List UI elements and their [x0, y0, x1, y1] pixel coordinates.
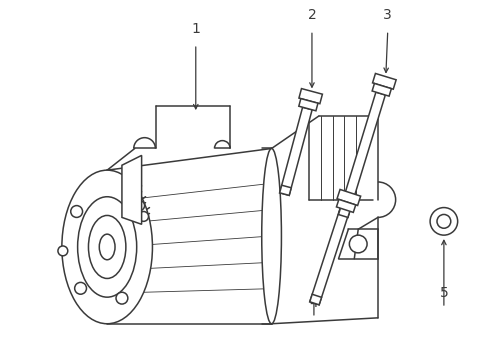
Circle shape [128, 179, 138, 189]
Circle shape [71, 206, 82, 217]
Circle shape [74, 282, 86, 294]
Polygon shape [280, 185, 291, 195]
Polygon shape [299, 89, 322, 104]
Ellipse shape [99, 234, 115, 260]
Text: 5: 5 [440, 286, 448, 300]
Circle shape [58, 246, 68, 256]
Polygon shape [372, 84, 392, 96]
Polygon shape [310, 294, 321, 305]
Ellipse shape [62, 170, 152, 324]
Text: 2: 2 [308, 9, 317, 22]
Ellipse shape [77, 197, 137, 297]
Polygon shape [299, 99, 318, 111]
Polygon shape [339, 207, 350, 217]
Circle shape [437, 215, 451, 228]
Ellipse shape [89, 215, 126, 278]
Polygon shape [337, 189, 361, 206]
Polygon shape [280, 107, 312, 195]
Circle shape [116, 292, 128, 304]
Circle shape [430, 208, 458, 235]
Text: 1: 1 [191, 22, 200, 36]
Polygon shape [310, 208, 349, 305]
Text: 4: 4 [310, 296, 318, 310]
Polygon shape [122, 156, 142, 224]
Polygon shape [372, 73, 396, 89]
Circle shape [135, 201, 145, 211]
Text: 3: 3 [383, 9, 392, 22]
Polygon shape [339, 92, 385, 217]
Circle shape [125, 168, 135, 178]
Ellipse shape [262, 148, 281, 324]
Polygon shape [337, 199, 356, 212]
Circle shape [349, 235, 367, 253]
Circle shape [139, 212, 148, 221]
Circle shape [131, 190, 141, 200]
